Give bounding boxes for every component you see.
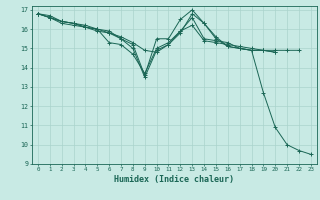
X-axis label: Humidex (Indice chaleur): Humidex (Indice chaleur) bbox=[115, 175, 234, 184]
